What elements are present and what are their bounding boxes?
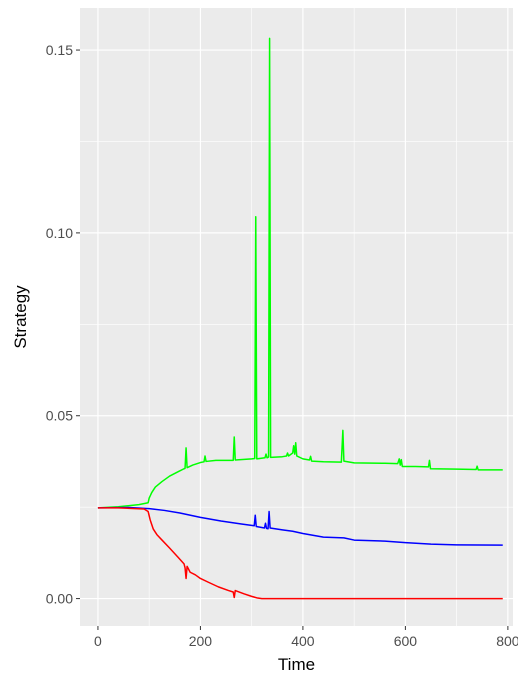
plot-panel xyxy=(80,8,513,626)
series-line-3 xyxy=(97,507,503,600)
series-line-2 xyxy=(97,506,503,546)
x-tick-label: 400 xyxy=(291,633,315,649)
y-tick-label: 0.05 xyxy=(46,408,73,424)
x-tick-label: 0 xyxy=(94,633,102,649)
y-tick-label: 0.00 xyxy=(46,591,73,607)
x-axis-title: Time xyxy=(278,655,315,674)
series-layer xyxy=(97,37,503,600)
x-tick-label: 800 xyxy=(496,633,518,649)
minor-gridlines xyxy=(80,8,513,626)
x-tick-label: 200 xyxy=(189,633,213,649)
y-tick-label: 0.15 xyxy=(46,42,73,58)
y-tick-label: 0.10 xyxy=(46,225,73,241)
x-tick-label: 600 xyxy=(394,633,418,649)
series-line-1 xyxy=(97,37,503,509)
y-axis-title: Strategy xyxy=(11,285,30,349)
axes: 0 200 400 600 800 0.00 0.05 0.10 0.15 xyxy=(46,42,518,649)
